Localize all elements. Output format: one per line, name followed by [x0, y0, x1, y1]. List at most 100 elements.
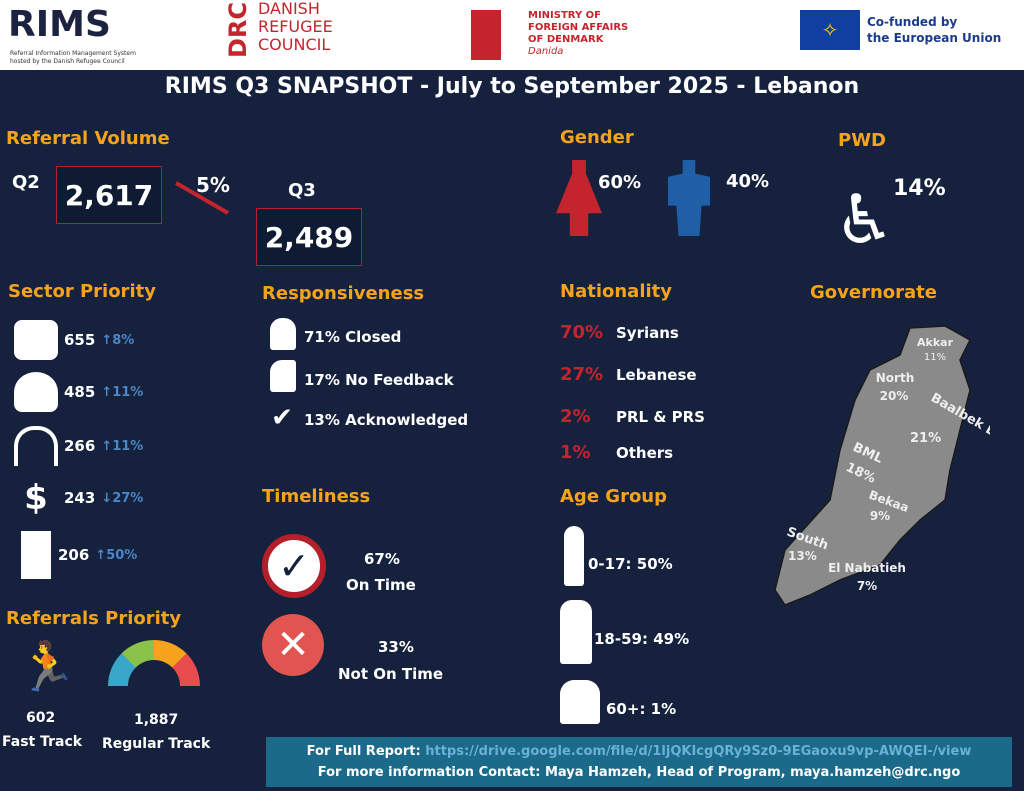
check-badge-icon: ✔ [271, 403, 293, 433]
q2-value: 2,617 [56, 166, 162, 224]
eu-line: the European Union [867, 31, 1002, 45]
female-icon [556, 160, 602, 236]
sector-change: 11% [112, 384, 144, 400]
sector-value: 485 [64, 383, 96, 401]
child-protection-icon [14, 320, 58, 360]
region-north: North [876, 371, 914, 385]
mfa-line: FOREIGN AFFAIRS [528, 22, 629, 33]
nationality-label: Syrians [616, 324, 679, 342]
change-value: 5% [196, 173, 230, 197]
running-icon: 🏃 [17, 639, 77, 695]
on-time-label: On Time [346, 576, 416, 594]
report-link[interactable]: https://drive.google.com/file/d/1ljQKIcg… [425, 744, 972, 759]
region-bekaa-pct: 9% [870, 509, 890, 523]
sector-value: 266 [64, 437, 96, 455]
region-nabatieh: El Nabatieh [828, 561, 906, 575]
region-akkar-pct: 11% [924, 352, 946, 363]
denmark-crest-icon [471, 10, 501, 60]
mfa-logo: MINISTRY OF FOREIGN AFFAIRS OF DENMARK D… [528, 10, 628, 58]
acknowledged-stat: 13% Acknowledged [304, 411, 469, 429]
documentation-icon [21, 531, 51, 579]
male-pct: 40% [726, 171, 770, 192]
fast-track-label: Fast Track [2, 734, 83, 750]
governorate-heading: Governorate [810, 282, 937, 303]
on-time-pct: 67% [364, 550, 400, 568]
drc-line: DANISH [258, 0, 320, 18]
age-18-59: 18-59: 49% [594, 630, 690, 648]
mfa-line: MINISTRY OF [528, 10, 601, 21]
rims-subtitle-2: hosted by the Danish Refugee Council [10, 58, 125, 65]
wheelchair-icon: ♿ [834, 181, 895, 260]
drc-logo: DRC [224, 1, 252, 58]
no-feedback-stat: 17% No Feedback [304, 371, 454, 389]
region-nabatieh-pct: 7% [857, 579, 877, 593]
clock-check-icon: ✓ [262, 534, 326, 598]
arrow-down-icon: ↓ [101, 490, 113, 506]
nationality-label: Lebanese [616, 366, 697, 384]
referrals-priority-heading: Referrals Priority [6, 608, 182, 629]
q3-label: Q3 [288, 180, 316, 201]
shelter-icon [14, 426, 58, 466]
arrow-up-icon: ↑ [101, 384, 113, 400]
mfa-line: OF DENMARK [528, 34, 604, 45]
footer: For Full Report: https://drive.google.co… [266, 737, 1012, 787]
arrow-up-icon: ↑ [101, 332, 113, 348]
nationality-item: 2% PRL & PRS [560, 406, 705, 427]
closed-stat: 71% Closed [304, 328, 402, 346]
nationality-item: 70% Syrians [560, 322, 679, 343]
rims-logo: RIMS [8, 4, 111, 45]
sector-value: 243 [64, 489, 96, 507]
age-group-heading: Age Group [560, 486, 668, 507]
protection-icon [14, 372, 58, 412]
region-baalbek-pct: 21% [910, 431, 941, 446]
nationality-label: PRL & PRS [616, 408, 705, 426]
nationality-heading: Nationality [560, 281, 672, 302]
referral-volume-heading: Referral Volume [6, 128, 170, 149]
nationality-pct: 1% [560, 442, 591, 463]
child-icon [564, 526, 584, 586]
gender-heading: Gender [560, 127, 634, 148]
report-label: For Full Report: [306, 744, 421, 759]
eu-text: Co-funded by the European Union [867, 14, 1001, 46]
not-on-time-pct: 33% [378, 638, 414, 656]
drc-name: DANISH REFUGEE COUNCIL [258, 0, 333, 54]
fast-track-value: 602 [26, 710, 56, 726]
lock-open-icon [270, 360, 296, 392]
map-shape [774, 325, 971, 606]
region-north-pct: 20% [880, 389, 909, 403]
sector-item: 485 ↑ 11% [14, 370, 164, 414]
arrow-up-icon: ↑ [95, 547, 107, 563]
sector-change: 8% [112, 332, 135, 348]
nationality-pct: 2% [560, 406, 591, 427]
q3-value: 2,489 [256, 208, 362, 266]
nationality-item: 27% Lebanese [560, 364, 697, 385]
age-0-17: 0-17: 50% [588, 555, 673, 573]
logo-header: RIMS Referral Information Management Sys… [0, 0, 1024, 70]
q2-label: Q2 [12, 172, 40, 193]
drc-line: REFUGEE [258, 17, 333, 36]
lock-closed-icon [270, 318, 296, 350]
responsiveness-heading: Responsiveness [262, 283, 425, 304]
eu-flag-icon: ✧ [800, 10, 860, 50]
drc-line: COUNCIL [258, 35, 331, 54]
female-pct: 60% [598, 172, 642, 193]
nationality-item: 1% Others [560, 442, 673, 463]
rims-subtitle: Referral Information Management System [10, 50, 136, 57]
lebanon-map: Akkar 11% North 20% Baalbek El Hermel 21… [774, 325, 990, 606]
regular-track-value: 1,887 [134, 712, 179, 728]
nationality-pct: 27% [560, 364, 604, 385]
sector-item: 655 ↑ 8% [14, 318, 164, 362]
sector-item: $243 ↓ 27% [14, 476, 164, 520]
arrow-up-icon: ↑ [101, 438, 113, 454]
adults-icon [560, 600, 592, 664]
sector-item: 206 ↑ 50% [14, 530, 164, 580]
health-icon: $ [24, 478, 48, 518]
page-title: RIMS Q3 SNAPSHOT - July to September 202… [164, 74, 860, 99]
pwd-heading: PWD [838, 130, 886, 151]
nationality-pct: 70% [560, 322, 604, 343]
sector-change: 50% [106, 547, 138, 563]
nationality-label: Others [616, 444, 674, 462]
sector-item: 266 ↑ 11% [14, 424, 164, 468]
age-60-plus: 60+: 1% [606, 700, 677, 718]
region-south-pct: 13% [788, 549, 817, 563]
